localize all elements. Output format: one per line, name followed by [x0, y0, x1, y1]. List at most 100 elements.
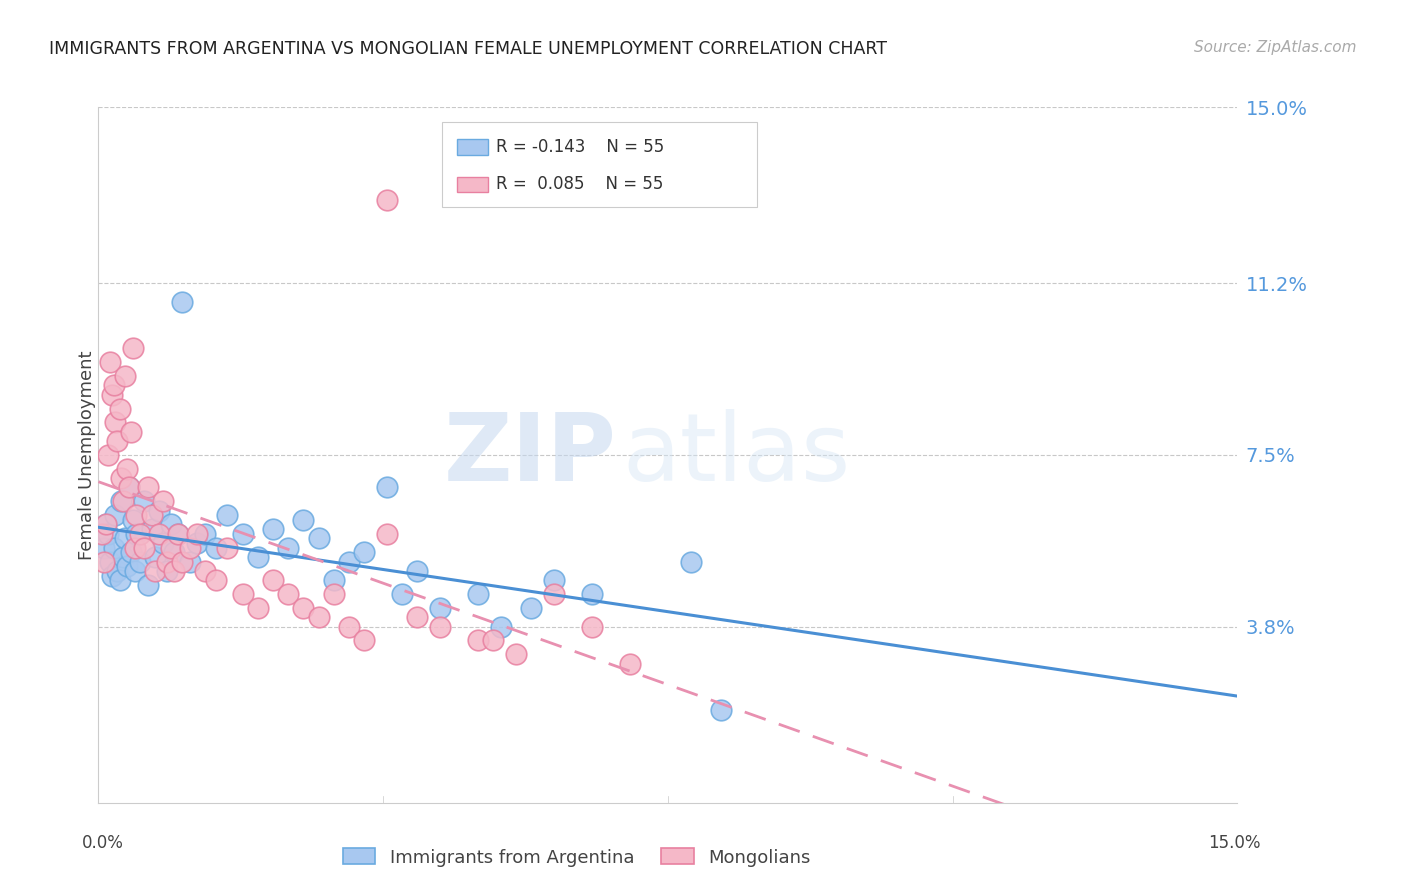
Point — [145, 549, 167, 564]
Point — [543, 587, 565, 601]
Point — [132, 494, 155, 508]
Point — [581, 619, 603, 633]
Point — [120, 545, 142, 559]
Text: 15.0%: 15.0% — [1208, 834, 1261, 852]
Point — [103, 378, 125, 392]
Text: R =  0.085    N = 55: R = 0.085 N = 55 — [496, 176, 664, 194]
Point — [112, 494, 135, 508]
Point — [308, 532, 330, 546]
Point — [110, 494, 132, 508]
Point — [159, 517, 181, 532]
Point — [107, 434, 129, 448]
Point — [375, 526, 398, 541]
Point — [94, 517, 117, 532]
Point — [179, 541, 201, 555]
Point — [292, 601, 315, 615]
Point — [619, 657, 641, 671]
Point — [217, 508, 239, 523]
Point — [118, 480, 141, 494]
Legend: Immigrants from Argentina, Mongolians: Immigrants from Argentina, Mongolians — [336, 841, 818, 874]
Point — [186, 526, 208, 541]
Point — [98, 355, 121, 369]
Point — [186, 536, 208, 550]
Point — [232, 587, 254, 601]
Point — [96, 448, 118, 462]
Point — [167, 526, 190, 541]
Point — [337, 619, 360, 633]
Point — [148, 526, 170, 541]
Point — [104, 508, 127, 523]
Text: R = -0.143    N = 55: R = -0.143 N = 55 — [496, 138, 665, 156]
Point — [125, 508, 148, 523]
Point — [277, 587, 299, 601]
Point — [103, 541, 125, 555]
Point — [114, 369, 136, 384]
Point — [353, 545, 375, 559]
Point — [117, 462, 139, 476]
Point — [543, 573, 565, 587]
Text: Source: ZipAtlas.com: Source: ZipAtlas.com — [1194, 40, 1357, 55]
Point — [482, 633, 505, 648]
Point — [163, 545, 186, 559]
Text: 0.0%: 0.0% — [82, 834, 124, 852]
Point — [93, 541, 115, 555]
Point — [136, 578, 159, 592]
Point — [129, 555, 152, 569]
Point — [110, 471, 132, 485]
Point — [194, 526, 217, 541]
Point — [163, 564, 186, 578]
Point — [406, 610, 429, 624]
Point — [322, 587, 344, 601]
Point — [467, 633, 489, 648]
Point — [124, 541, 146, 555]
Point — [145, 564, 167, 578]
Point — [375, 193, 398, 207]
Point — [205, 541, 228, 555]
Point — [156, 555, 179, 569]
Point — [120, 425, 142, 439]
Point — [170, 555, 193, 569]
Point — [132, 541, 155, 555]
Point — [292, 513, 315, 527]
Point — [141, 522, 163, 536]
Point — [121, 513, 143, 527]
Point — [429, 619, 451, 633]
Point — [91, 526, 114, 541]
Point — [101, 568, 124, 582]
Point — [152, 536, 174, 550]
Point — [114, 532, 136, 546]
Point — [505, 648, 527, 662]
Point — [159, 541, 181, 555]
Point — [679, 555, 702, 569]
Point — [141, 508, 163, 523]
Text: atlas: atlas — [623, 409, 851, 501]
Point — [467, 587, 489, 601]
Point — [406, 564, 429, 578]
Point — [581, 587, 603, 601]
Point — [232, 526, 254, 541]
Y-axis label: Female Unemployment: Female Unemployment — [79, 351, 96, 559]
Point — [194, 564, 217, 578]
Point — [94, 517, 117, 532]
Point — [337, 555, 360, 569]
Point — [152, 494, 174, 508]
Point — [129, 526, 152, 541]
Point — [112, 549, 135, 564]
Point — [156, 564, 179, 578]
Point — [108, 401, 131, 416]
Point — [277, 541, 299, 555]
Point — [375, 480, 398, 494]
Point — [205, 573, 228, 587]
Point — [124, 564, 146, 578]
Point — [262, 522, 284, 536]
Point — [93, 555, 115, 569]
Point — [136, 480, 159, 494]
Point — [179, 555, 201, 569]
Point — [489, 619, 512, 633]
Point — [520, 601, 543, 615]
Point — [308, 610, 330, 624]
Point — [118, 480, 141, 494]
Point — [167, 526, 190, 541]
Point — [391, 587, 413, 601]
Point — [104, 416, 127, 430]
